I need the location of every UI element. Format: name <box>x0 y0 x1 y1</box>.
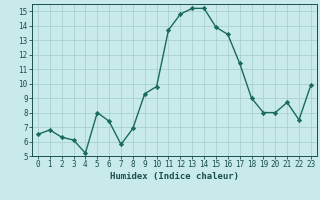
X-axis label: Humidex (Indice chaleur): Humidex (Indice chaleur) <box>110 172 239 181</box>
